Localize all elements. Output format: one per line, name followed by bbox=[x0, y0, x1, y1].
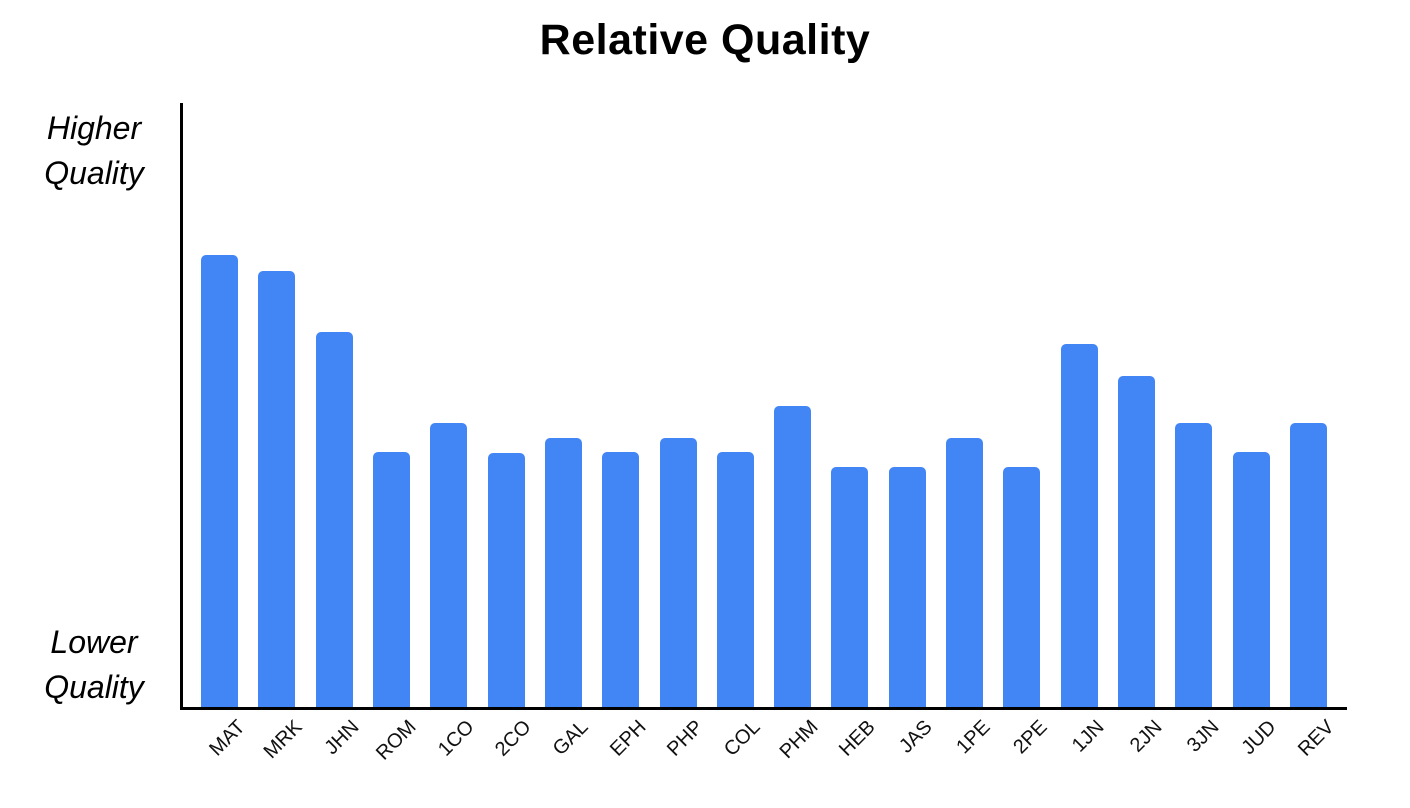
x-axis-line bbox=[180, 707, 1347, 710]
bar-mat bbox=[201, 255, 238, 707]
bar-1co bbox=[430, 423, 468, 707]
bar-mrk bbox=[258, 270, 296, 707]
bar-eph bbox=[602, 452, 640, 707]
y-axis-line bbox=[180, 103, 183, 710]
bar-rom bbox=[372, 452, 410, 707]
y-axis-label-higher-quality: Higher Quality bbox=[18, 106, 170, 196]
y-axis-label-lower-quality: Lower Quality bbox=[18, 620, 170, 710]
bar-jhn bbox=[315, 331, 353, 707]
bar-rev bbox=[1290, 423, 1327, 707]
bar-2pe bbox=[1003, 467, 1041, 707]
x-axis-tick-labels: MAT MRK JHN ROM 1CO 2CO GAL EPH PHP COL PHM HEB JAS 1… bbox=[0, 710, 1410, 808]
plot-area bbox=[183, 103, 1347, 707]
bar-jas bbox=[888, 467, 926, 707]
bar-gal bbox=[544, 438, 582, 707]
y-axis-label-lower-line2: Quality bbox=[44, 669, 144, 705]
bar-heb bbox=[831, 467, 869, 707]
bar-phm bbox=[774, 406, 812, 707]
bar-2co bbox=[487, 452, 525, 707]
bar-php bbox=[659, 438, 697, 707]
chart-title: Relative Quality bbox=[539, 16, 871, 64]
bar-1jn bbox=[1060, 344, 1098, 707]
y-axis-label-lower-line1: Lower bbox=[50, 624, 138, 660]
bar-jud bbox=[1232, 452, 1270, 707]
bar-1pe bbox=[946, 438, 984, 707]
y-axis-label-higher-line1: Higher bbox=[46, 110, 142, 146]
bar-2jn bbox=[1118, 376, 1156, 707]
bar-3jn bbox=[1175, 423, 1213, 707]
y-axis-label-higher-line2: Quality bbox=[44, 155, 144, 191]
bar-col bbox=[716, 452, 754, 707]
